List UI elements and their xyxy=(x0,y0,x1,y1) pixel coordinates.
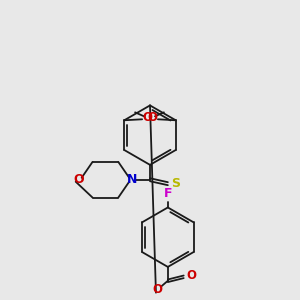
Text: O: O xyxy=(74,173,84,186)
Text: F: F xyxy=(164,187,172,200)
Text: S: S xyxy=(171,177,180,190)
Text: O: O xyxy=(187,269,197,282)
Text: O: O xyxy=(152,283,162,296)
Text: N: N xyxy=(127,173,137,186)
Text: O: O xyxy=(142,111,152,124)
Text: O: O xyxy=(147,111,157,124)
